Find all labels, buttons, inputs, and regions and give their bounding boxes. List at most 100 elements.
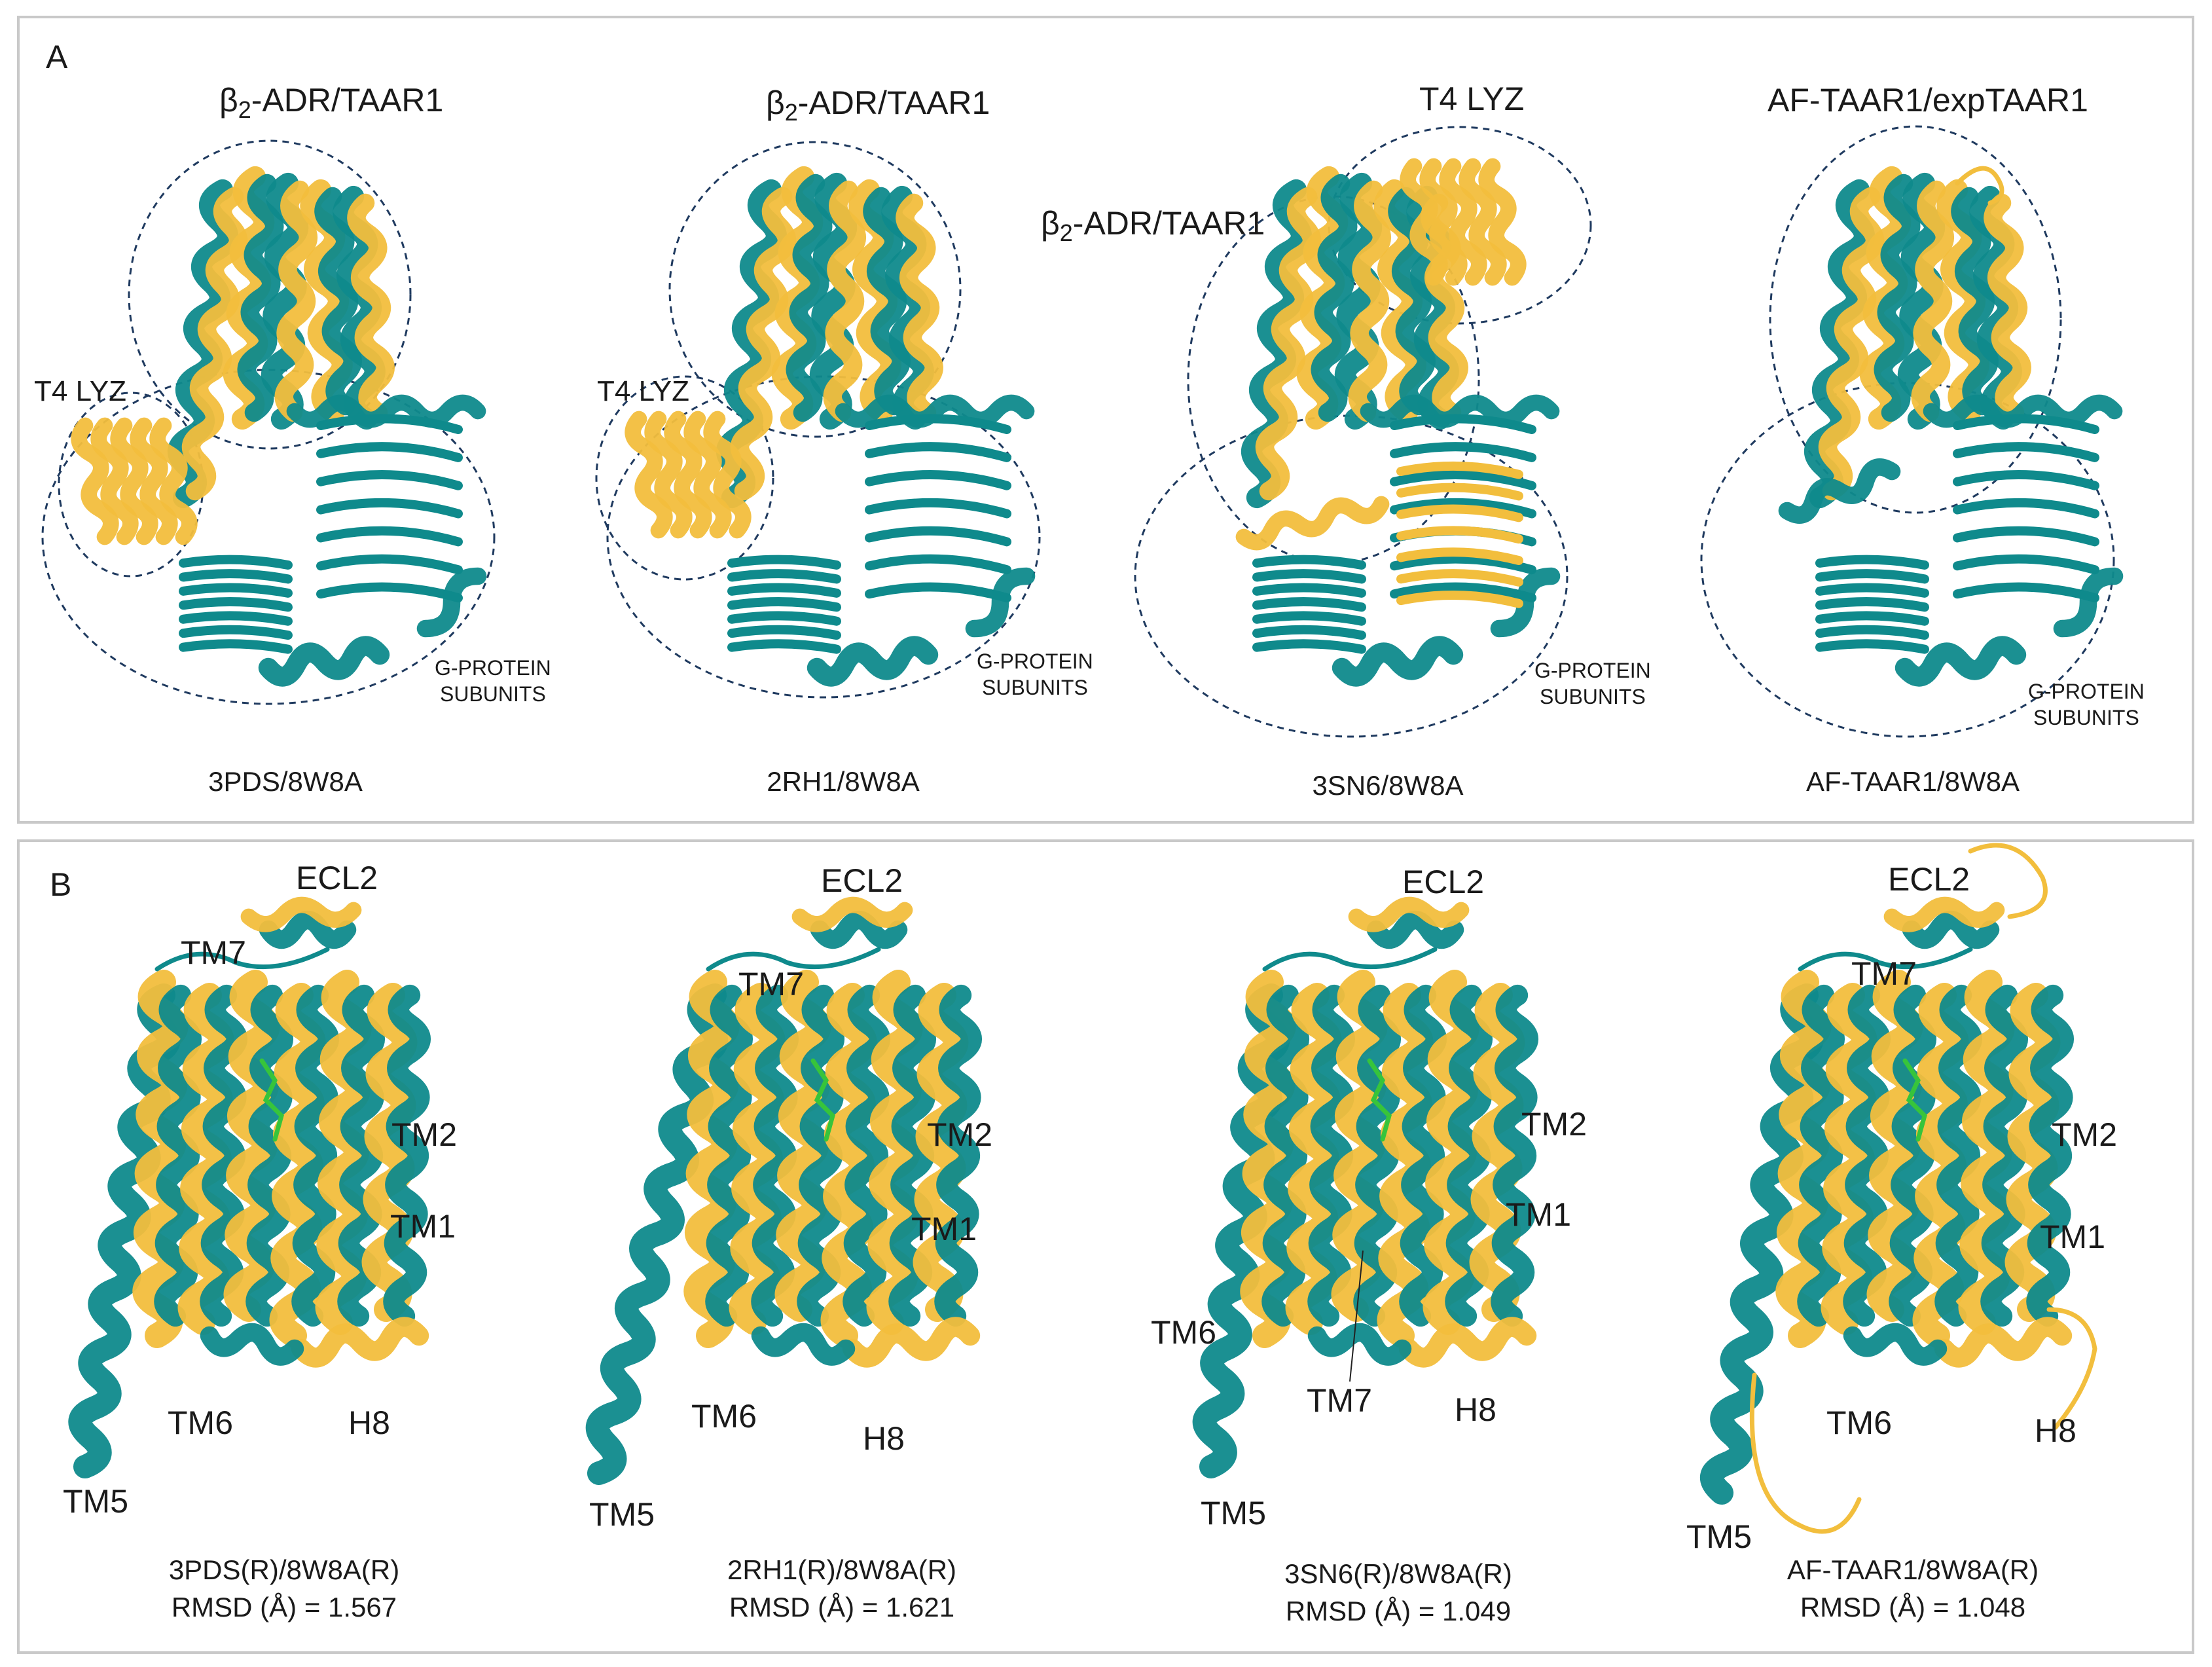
b2-tm-helix-teal xyxy=(934,984,982,1327)
b2-ecl2-gold xyxy=(791,896,913,932)
b3-tm7-leader-line xyxy=(1349,1250,1364,1382)
b3-ligand xyxy=(1367,1058,1392,1142)
b1-tm5-label: TM5 xyxy=(63,1483,128,1520)
b4-ecl2-gold xyxy=(1883,896,2005,932)
a2-tm-helix xyxy=(823,180,866,422)
beta-strand xyxy=(1396,461,1523,479)
a3-lysozyme-helix xyxy=(1478,158,1527,286)
beta-strand xyxy=(727,583,841,598)
beta-strand xyxy=(1396,504,1523,522)
a3-gprotein-ellipse xyxy=(1134,414,1568,738)
beta-strand xyxy=(727,596,841,612)
beta-strand xyxy=(1396,483,1523,501)
b4-ligand xyxy=(1902,1058,1927,1142)
beta-strand xyxy=(1252,625,1366,640)
a1-gprotein-sheet xyxy=(316,414,463,603)
a4-receptor-label: AF-TAAR1/expTAAR1 xyxy=(1768,82,2088,119)
a1-receptor-ellipse xyxy=(128,139,412,450)
beta-strand xyxy=(727,639,841,654)
b2-tm7-label: TM7 xyxy=(738,966,804,1002)
b2-ecl2-label: ECL2 xyxy=(821,862,903,899)
b3-tm7-label: TM7 xyxy=(1307,1382,1372,1419)
a4-gamma-helix xyxy=(1895,636,2027,687)
b2-ligand xyxy=(810,1058,835,1142)
b1-caption: 3PDS(R)/8W8A(R) RMSD (Å) = 1.567 xyxy=(168,1554,400,1622)
b4-tm1-label: TM1 xyxy=(2040,1218,2105,1255)
b3-h8-helix xyxy=(1398,1317,1537,1368)
beta-strand xyxy=(865,442,1011,462)
a4-gas-sheet xyxy=(1815,555,1929,654)
a3-caption: 3SN6/8W8A xyxy=(1312,770,1464,801)
b3-caption: 3SN6(R)/8W8A(R) RMSD (Å) = 1.049 xyxy=(1284,1558,1512,1626)
a3-receptor-ellipse xyxy=(1187,195,1480,564)
beta-strand xyxy=(179,625,293,640)
b1-h8-label: H8 xyxy=(348,1404,390,1441)
b3-tm-helix-teal xyxy=(1261,984,1309,1327)
beta-strand xyxy=(1252,555,1366,570)
beta-strand xyxy=(179,555,293,570)
a1-tm-helix xyxy=(274,180,317,422)
a3-alpha5-helix xyxy=(1360,394,1560,428)
beta-strand xyxy=(727,569,841,584)
b1-tm-helix-teal xyxy=(291,984,339,1327)
a1-lysozyme-helix xyxy=(130,417,178,545)
beta-strand xyxy=(1396,569,1523,587)
b1-rmsd: RMSD (Å) = 1.567 xyxy=(171,1591,397,1622)
b3-tm1-label: TM1 xyxy=(1506,1196,1571,1233)
b2-icl-helix xyxy=(751,1323,856,1366)
a3-lysozyme-ellipse xyxy=(1328,126,1592,325)
a4-receptor-ellipse xyxy=(1769,125,2062,514)
b4-icl-helix xyxy=(1843,1323,1948,1366)
a2-tm-helix xyxy=(896,193,943,422)
b2-tm6-label: TM6 xyxy=(691,1398,757,1435)
a4-teal-helix xyxy=(1778,458,1901,524)
beta-strand xyxy=(865,582,1011,603)
beta-strand xyxy=(1815,625,1929,640)
b1-ecl-loop xyxy=(154,947,330,972)
a2-gprotein-sheet xyxy=(865,414,1011,603)
b3-icl-helix xyxy=(1307,1323,1412,1366)
b4-tm-helix-teal xyxy=(1797,984,1845,1327)
a2-lysozyme-helix xyxy=(644,411,693,539)
b4-tm-helix-gold xyxy=(1775,970,1832,1348)
b1-tm2-label: TM2 xyxy=(391,1116,457,1153)
beta-strand xyxy=(316,582,463,603)
panel-a-letter: A xyxy=(46,39,68,75)
b4-tm-helix-gold xyxy=(1958,970,2015,1335)
a3-tm-helix xyxy=(1311,174,1358,422)
a2-receptor-ellipse xyxy=(668,141,962,438)
b2-tm1-label: TM1 xyxy=(911,1211,977,1247)
beta-strand xyxy=(1953,498,2099,519)
b1-ecl2-label: ECL2 xyxy=(296,860,378,896)
a3-gprotein-label: G-PROTEIN SUBUNITS xyxy=(1534,659,1651,708)
a3-gprotein-helix xyxy=(1490,567,1561,638)
a2-tm-helix xyxy=(730,187,797,501)
b4-ecl2-helix xyxy=(1902,910,2000,949)
b4-tm6-label: TM6 xyxy=(1826,1404,1892,1441)
b1-tm-helix-gold xyxy=(132,970,189,1348)
a3-lysozyme-helix xyxy=(1439,158,1487,286)
beta-strand xyxy=(865,526,1011,547)
a2-gas-sheet xyxy=(727,555,841,654)
beta-strand xyxy=(1396,590,1523,608)
b1-tm7-label: TM7 xyxy=(181,934,246,971)
a1-lysozyme-helix xyxy=(110,417,158,545)
a1-tm-helix xyxy=(347,193,395,422)
b1-tm-helix-gold xyxy=(315,970,372,1335)
a3-tm-helix xyxy=(1348,180,1391,422)
b4-caption: AF-TAAR1/8W8A(R) RMSD (Å) = 1.048 xyxy=(1786,1554,2039,1622)
b3-tm5-label: TM5 xyxy=(1201,1495,1266,1531)
b2-tm-helix-gold xyxy=(683,970,740,1348)
beta-strand xyxy=(1953,470,2099,490)
b4-tm7-label: TM7 xyxy=(1851,955,1917,992)
beta-strand xyxy=(316,442,463,462)
a1-lysozyme-helix xyxy=(90,417,139,545)
beta-strand xyxy=(1252,611,1366,626)
beta-strand xyxy=(865,470,1011,490)
a2-lysozyme-helix xyxy=(703,411,752,539)
beta-strand xyxy=(179,611,293,626)
b1-tm5-helix xyxy=(68,983,181,1479)
b3-tm6-label: TM6 xyxy=(1151,1314,1216,1351)
b3-tm-helix-teal xyxy=(1399,984,1447,1327)
a4-gprotein-sheet xyxy=(1953,414,2099,603)
